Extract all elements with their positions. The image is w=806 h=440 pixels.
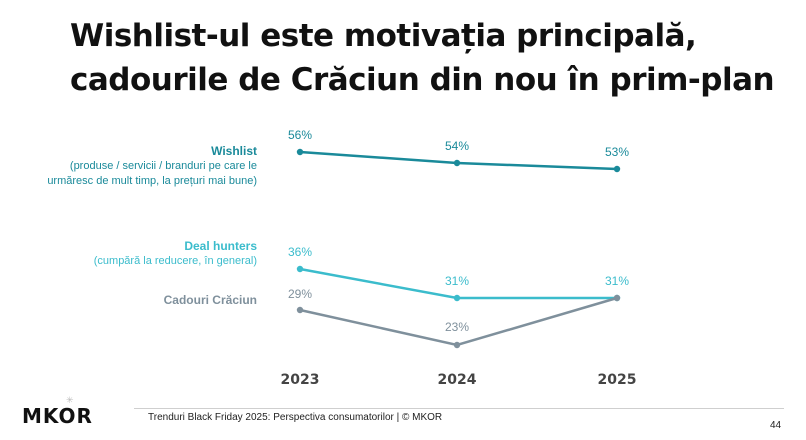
- data-point-cadouri-cr-ciun-2023: [296, 306, 304, 314]
- data-point-deal-hunters-2023: [296, 265, 304, 273]
- x-tick-2023: 2023: [281, 372, 320, 388]
- data-label-wishlist-2025: 53%: [605, 145, 629, 159]
- legend-deal-hunters: Deal hunters (cumpără la reducere, în ge…: [94, 239, 257, 269]
- legend-wishlist: Wishlist (produse / servicii / branduri …: [47, 144, 257, 189]
- legend-deal-desc: (cumpără la reducere, în general): [93, 255, 257, 267]
- data-point-cadouri-cr-ciun-2024: [453, 341, 461, 349]
- data-point-deal-hunters-2024: [453, 294, 461, 302]
- data-label-cadouri-cr-ciun-2024: 23%: [445, 320, 469, 334]
- logo-text: MKOR: [22, 404, 93, 428]
- data-label-deal-hunters-2024: 31%: [445, 274, 469, 288]
- title-line-1: Wishlist-ul este motivația principală,: [70, 18, 697, 54]
- data-point-wishlist-2025: [613, 165, 621, 173]
- legend-wishlist-name: Wishlist: [211, 144, 257, 158]
- x-tick-2025: 2025: [598, 372, 637, 388]
- title-line-2: cadourile de Crăciun din nou în prim-pla…: [70, 62, 775, 98]
- line-chart: 56% 54% 53% 36% 31% 31% 29% 23% 2023 2024 2025: [281, 128, 637, 388]
- data-point-cadouri-cr-ciun-2025: [613, 294, 621, 302]
- legend-gifts-name: Cadouri Crăciun: [163, 293, 257, 307]
- footer-text: Trenduri Black Friday 2025: Perspectiva …: [148, 412, 443, 423]
- data-label-deal-hunters-2025: 31%: [605, 274, 629, 288]
- x-tick-2024: 2024: [438, 372, 477, 388]
- legend-wishlist-desc-2: urmăresc de mult timp, la prețuri mai bu…: [47, 175, 257, 187]
- data-point-wishlist-2023: [296, 148, 304, 156]
- data-label-cadouri-cr-ciun-2023: 29%: [288, 287, 312, 301]
- footer-divider: [134, 408, 784, 409]
- page-title: Wishlist-ul este motivația principală, c…: [70, 14, 775, 102]
- data-label-wishlist-2024: 54%: [445, 139, 469, 153]
- legend-christmas-gifts: Cadouri Crăciun: [164, 293, 257, 308]
- mkor-logo: MKOR ✳: [22, 396, 93, 428]
- page-number: 44: [770, 420, 782, 431]
- data-label-deal-hunters-2023: 36%: [288, 245, 312, 259]
- sparkle-icon: ✳: [66, 396, 75, 406]
- data-point-wishlist-2024: [453, 159, 461, 167]
- data-label-wishlist-2023: 56%: [288, 128, 312, 142]
- legend-wishlist-desc-1: (produse / servicii / branduri pe care l…: [69, 160, 257, 172]
- legend-deal-name: Deal hunters: [184, 239, 257, 253]
